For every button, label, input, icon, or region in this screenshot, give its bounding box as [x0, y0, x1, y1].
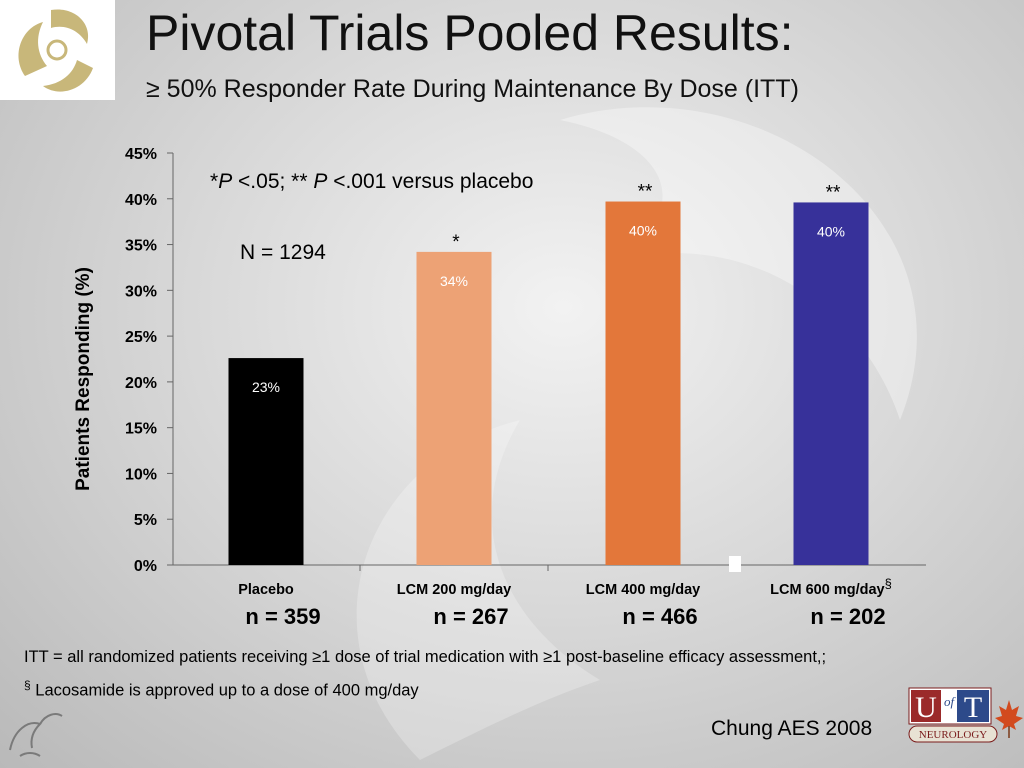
- x-category-label: LCM 600 mg/day§: [770, 576, 892, 598]
- sample-size-label: n = 359: [245, 604, 320, 629]
- category-footnote-mark: §: [885, 576, 892, 591]
- significance-marker: *: [452, 232, 460, 253]
- significance-marker: **: [638, 182, 653, 203]
- logo-t: T: [964, 691, 982, 724]
- y-tick-label: 20%: [125, 375, 157, 392]
- responder-rate-bar-chart: Patients Responding (%) 0% 5% 10% 15% 20% 25%…: [73, 146, 926, 629]
- y-tick-label: 5%: [134, 512, 157, 529]
- x-category-name: LCM 400 mg/day: [586, 582, 700, 598]
- section-symbol: §: [24, 678, 31, 692]
- lacosamide-footnote-text: Lacosamide is approved up to a dose of 4…: [30, 681, 419, 700]
- y-axis: 0% 5% 10% 15% 20% 25% 30% 35% 40% 45%: [125, 146, 926, 575]
- citation: Chung AES 2008: [711, 717, 873, 740]
- x-category-label: LCM 200 mg/day: [397, 582, 511, 598]
- company-logo: [0, 0, 115, 100]
- bar: [416, 251, 492, 565]
- y-tick-label: 25%: [125, 329, 157, 346]
- x-category-name: LCM 600 mg/day: [770, 582, 884, 598]
- p-symbol-1: P: [218, 170, 232, 193]
- slide-title: Pivotal Trials Pooled Results:: [146, 5, 794, 61]
- x-category-label: LCM 400 mg/day: [586, 582, 700, 598]
- logo-neurology: NEUROLOGY: [919, 729, 987, 741]
- y-axis-label: Patients Responding (%): [73, 267, 94, 491]
- p-symbol-2: P: [313, 170, 327, 193]
- bar-data-label: 40%: [817, 223, 845, 239]
- x-category-name: LCM 200 mg/day: [397, 582, 511, 598]
- logo-of: of: [944, 694, 957, 709]
- significance-prefix: *: [210, 170, 218, 193]
- x-category-label: Placebo: [238, 582, 294, 598]
- bar-data-label: 34%: [440, 273, 468, 289]
- total-n-annotation: N = 1294: [240, 241, 326, 264]
- y-tick-label: 35%: [125, 238, 157, 255]
- bar-series: 23% Placebo n = 359 34% * LCM 200 mg/day n = 2…: [228, 182, 892, 629]
- itt-footnote: ITT = all randomized patients receiving …: [24, 648, 827, 666]
- y-tick-label: 40%: [125, 192, 157, 209]
- slide-subtitle: ≥ 50% Responder Rate During Maintenance …: [146, 75, 799, 103]
- bar: [605, 201, 681, 565]
- bar-data-label: 23%: [252, 379, 280, 395]
- bar-data-label: 40%: [629, 223, 657, 239]
- bar: [228, 358, 304, 565]
- y-tick-label: 10%: [125, 466, 157, 483]
- y-tick-label: 0%: [134, 558, 157, 575]
- significance-marker: **: [826, 182, 841, 203]
- significance-mid: <.05; **: [232, 170, 313, 193]
- sample-size-label: n = 202: [810, 604, 885, 629]
- bar: [793, 202, 869, 565]
- university-neurology-logo: U of T NEUROLOGY: [908, 687, 1023, 743]
- x-category-name: Placebo: [238, 582, 294, 598]
- y-tick-label: 45%: [125, 146, 157, 163]
- legend-marker: [729, 556, 741, 572]
- decorative-sketch-icon: [9, 713, 63, 757]
- sample-size-label: n = 466: [622, 604, 697, 629]
- logo-u: U: [915, 691, 937, 724]
- y-tick-label: 15%: [125, 421, 157, 438]
- sample-size-label: n = 267: [433, 604, 508, 629]
- significance-suffix: <.001 versus placebo: [327, 170, 533, 193]
- maple-leaf-icon: [995, 700, 1023, 730]
- y-tick-label: 30%: [125, 283, 157, 300]
- lacosamide-footnote: § Lacosamide is approved up to a dose of…: [24, 678, 419, 701]
- significance-annotation: *P <.05; ** P <.001 versus placebo: [210, 170, 533, 193]
